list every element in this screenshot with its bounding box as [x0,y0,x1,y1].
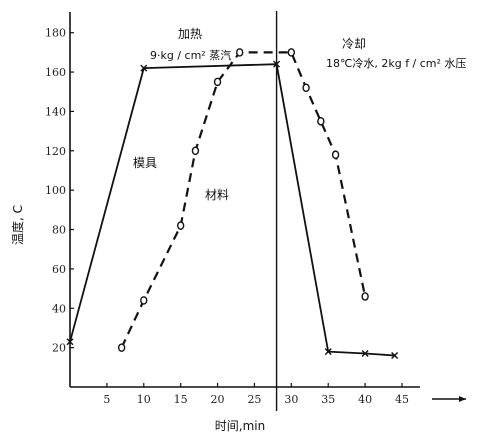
y-tick-label: 120 [45,145,66,158]
x-tick-label: 40 [358,393,372,406]
series-2-point [176,221,185,230]
series-line-1 [69,63,395,357]
series-2-point [361,292,369,301]
series-2-point [331,150,340,160]
y-tick-label: 180 [45,27,66,40]
y-tick-label: 140 [45,105,66,118]
cooling-detail: 18℃冷水, 2kg f / cm² 水压 [326,57,466,70]
x-tick-label: 20 [211,393,225,406]
mold-label: 模具 [133,156,157,170]
heating-detail: 9·kg / cm² 蒸汽 [150,48,231,62]
x-tick-label: 25 [247,393,261,406]
series-1-point [66,338,74,346]
y-axis-label: 温度, C [10,205,25,245]
series-layer [66,48,399,360]
x-tick-label: 45 [395,393,409,406]
series-2-point [235,48,244,57]
x-tick-label: 5 [103,393,110,406]
x-axis-arrow-head [459,396,466,402]
y-ticks: 20 40 60 80 100 120 140 160 180 [45,27,74,355]
y-tick-label: 20 [52,342,66,355]
y-tick-label: 160 [45,66,66,79]
cooling-title: 冷却 [342,37,366,51]
y-tick-label: 80 [52,224,66,237]
series-1-point [324,348,332,356]
series-1-point [273,60,281,68]
series-2-point [117,343,126,352]
series-1-point [391,352,399,360]
heating-title: 加热 [178,27,202,41]
x-axis-label: 时间,min [215,419,265,433]
series-2-point [191,146,200,156]
y-tick-label: 40 [52,302,66,315]
axes [69,12,420,388]
x-tick-label: 35 [321,393,335,406]
series-2-point [140,296,148,305]
y-tick-label: 100 [45,184,66,197]
x-tick-label: 30 [284,393,298,406]
series-2-point [317,116,325,126]
y-tick-label: 60 [52,263,66,276]
series-line-2 [120,51,367,349]
x-tick-label: 10 [137,393,151,406]
series-2-point [213,77,222,87]
series-2-point [287,48,296,57]
x-ticks: 5 10 15 20 25 30 35 40 45 [103,383,409,406]
series-1-point [361,350,369,358]
series-2-point [302,83,310,93]
series-1-point [140,64,148,72]
material-label: 材料 [205,188,229,202]
x-tick-label: 15 [174,393,188,406]
